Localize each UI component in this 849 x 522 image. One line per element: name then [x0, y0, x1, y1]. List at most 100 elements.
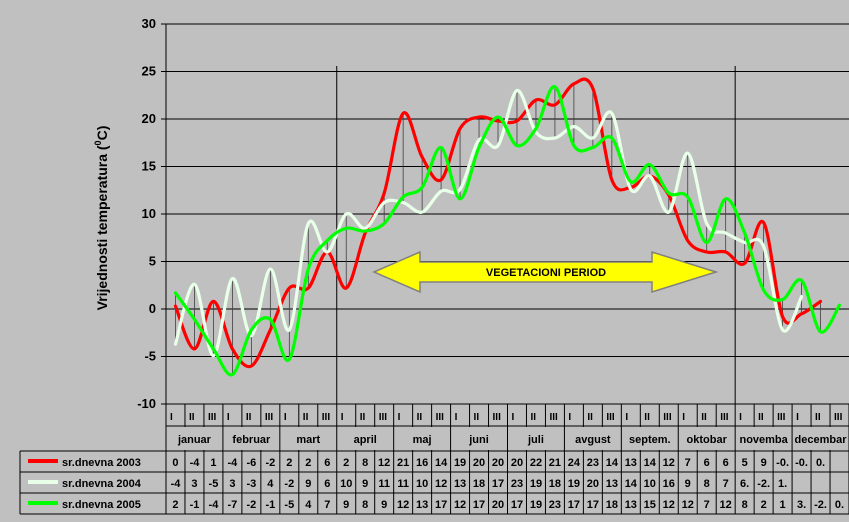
table-cell: 8 — [362, 499, 368, 511]
y-tick-label: 15 — [142, 159, 156, 174]
month-label: novemba — [739, 434, 788, 446]
table-cell: 3 — [191, 478, 197, 490]
table-cell: 6 — [324, 478, 330, 490]
table-cell: -2. — [757, 478, 770, 490]
table-cell: 11 — [378, 478, 390, 490]
month-cell — [451, 427, 507, 450]
table-cell: 15 — [644, 499, 656, 511]
decade-label: I — [341, 412, 344, 423]
table-cell: 2 — [286, 457, 292, 469]
month-cell — [223, 427, 279, 450]
table-cell: 17 — [511, 499, 523, 511]
legend-label: sr.dnevna 2004 — [62, 478, 142, 490]
decade-label: II — [758, 412, 764, 423]
y-tick-label: 10 — [142, 206, 156, 221]
table-cell: 23 — [587, 457, 599, 469]
table-cell: 3. — [797, 499, 806, 511]
table-cell: 5 — [742, 457, 748, 469]
table-cell: 12 — [720, 499, 732, 511]
table-cell: -4 — [228, 457, 239, 469]
decade-label: II — [417, 412, 423, 423]
month-cell — [394, 427, 450, 450]
table-cell: -4 — [171, 478, 182, 490]
decade-label: III — [208, 412, 217, 423]
month-cell — [167, 427, 222, 450]
decade-label: I — [568, 412, 571, 423]
decade-label: I — [398, 412, 401, 423]
table-cell: -1 — [265, 499, 275, 511]
table-cell: 20 — [473, 457, 485, 469]
decade-label: II — [587, 412, 593, 423]
table-cell: 17 — [473, 499, 485, 511]
table-cell: 2 — [761, 499, 767, 511]
decade-label: II — [303, 412, 309, 423]
legend-label: sr.dnevna 2005 — [62, 499, 141, 511]
table-cell: 7 — [723, 478, 729, 490]
y-tick-label: -10 — [137, 396, 156, 411]
table-cell: -5 — [209, 478, 219, 490]
table-cell: 16 — [416, 457, 428, 469]
y-tick-label: 30 — [142, 16, 156, 31]
decade-label: II — [474, 412, 480, 423]
month-label: mart — [296, 434, 320, 446]
y-axis-label: Vrijednosti temperatura (0C) — [93, 126, 110, 311]
table-cell: 14 — [625, 478, 638, 490]
table-cell: 8 — [704, 478, 710, 490]
month-cell — [679, 427, 735, 450]
table-cell: 12 — [663, 499, 675, 511]
table-cell: 13 — [416, 499, 428, 511]
table-cell: -6 — [246, 457, 256, 469]
table-cell: 12 — [454, 499, 466, 511]
table-cell: 16 — [663, 478, 675, 490]
table-cell: -5 — [284, 499, 294, 511]
table-cell: 3 — [229, 478, 235, 490]
month-cell — [736, 427, 792, 450]
decade-label: I — [170, 412, 173, 423]
y-tick-label: 5 — [149, 254, 156, 269]
table-cell: -4 — [190, 457, 201, 469]
table-cell: 20 — [587, 478, 599, 490]
decade-label: III — [663, 412, 672, 423]
decade-label: I — [625, 412, 628, 423]
table-cell: 7 — [685, 457, 691, 469]
table-cell: 9 — [343, 499, 349, 511]
table-cell: 14 — [435, 457, 448, 469]
table-cell: 22 — [530, 457, 542, 469]
table-cell: 8 — [742, 499, 748, 511]
vegetation-arrow: VEGETACIONI PERIOD — [372, 250, 719, 294]
table-cell: 20 — [492, 457, 504, 469]
table-cell: 19 — [530, 478, 542, 490]
month-label: april — [354, 434, 377, 446]
series-line — [173, 88, 804, 358]
table-cell: 24 — [568, 457, 581, 469]
decade-label: I — [455, 412, 458, 423]
month-label: avgust — [575, 434, 611, 446]
table-cell: 13 — [454, 478, 466, 490]
decade-label: I — [796, 412, 799, 423]
month-label: maj — [413, 434, 432, 446]
decade-label: I — [739, 412, 742, 423]
table-cell: 10 — [644, 478, 656, 490]
table-cell: 17 — [587, 499, 599, 511]
table-cell: 2 — [305, 457, 311, 469]
month-cell — [337, 427, 393, 450]
table-cell: 13 — [606, 478, 618, 490]
table-cell: 12 — [663, 457, 675, 469]
table-cell: 9 — [381, 499, 387, 511]
series-lines — [173, 77, 842, 377]
month-cell — [565, 427, 621, 450]
decade-label: II — [701, 412, 707, 423]
decade-label: III — [549, 412, 558, 423]
vegetation-label: VEGETACIONI PERIOD — [486, 267, 606, 279]
decade-label: I — [284, 412, 287, 423]
table-cell: -4 — [209, 499, 220, 511]
table-cell: 20 — [511, 457, 523, 469]
decade-label: III — [379, 412, 388, 423]
table-cell: 17 — [492, 478, 504, 490]
decade-label: III — [606, 412, 615, 423]
decade-label: II — [246, 412, 252, 423]
table-cell: 6 — [704, 457, 710, 469]
table-cell: -1 — [190, 499, 200, 511]
decade-label: II — [189, 412, 195, 423]
